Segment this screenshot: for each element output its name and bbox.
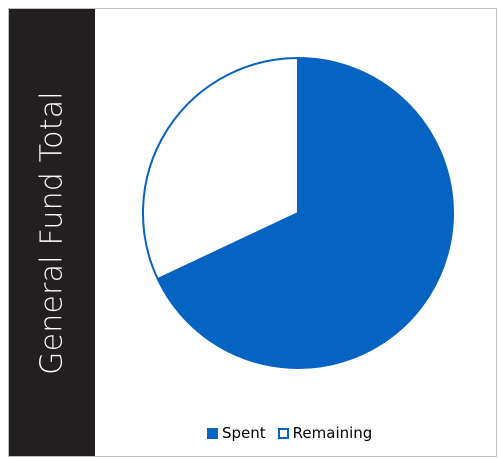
chart-frame: General Fund Total Spent Remaining bbox=[8, 8, 497, 457]
legend-item-spent: Spent bbox=[207, 424, 266, 442]
pie-slices bbox=[142, 57, 454, 369]
legend-item-remaining: Remaining bbox=[277, 424, 373, 442]
pie-slice-spent bbox=[156, 57, 454, 369]
pie-slice-remaining bbox=[142, 57, 299, 280]
title-band: General Fund Total bbox=[9, 9, 95, 456]
legend-swatch-spent bbox=[207, 427, 218, 439]
legend-swatch-remaining bbox=[277, 427, 289, 439]
pie-chart bbox=[142, 57, 454, 369]
legend: Spent Remaining bbox=[207, 424, 384, 442]
legend-label-remaining: Remaining bbox=[292, 424, 373, 442]
legend-label-spent: Spent bbox=[222, 424, 266, 442]
